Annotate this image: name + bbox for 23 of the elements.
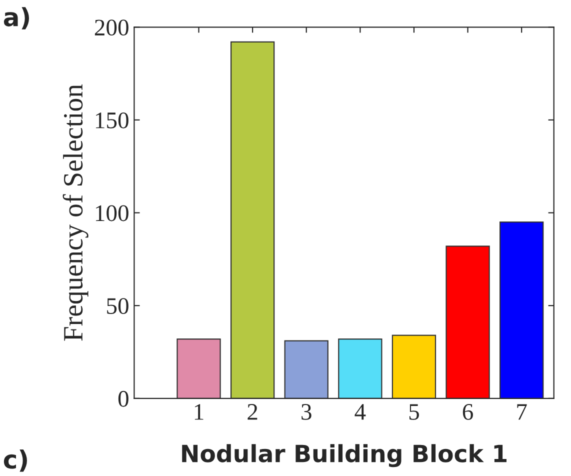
x-tick-label: 1 (194, 404, 204, 420)
x-tick-label: 6 (462, 404, 473, 420)
x-tick-label: 3 (302, 404, 312, 420)
y-tick-label: 150 (96, 112, 128, 128)
x-tick-label: 5 (409, 404, 419, 420)
bar (500, 222, 544, 398)
x-axis-title: Nodular Building Block 1 (182, 444, 506, 468)
bar (230, 41, 275, 398)
y-tick-label: 200 (94, 20, 128, 36)
bar (338, 338, 382, 398)
bar (446, 246, 490, 398)
text: a) (4, 7, 29, 30)
bar (284, 340, 328, 398)
x-tick-label: 7 (517, 404, 527, 420)
x-tick-label: 2 (248, 404, 258, 420)
y-tick-label: 0 (118, 390, 128, 407)
y-tick-label: 50 (107, 298, 128, 314)
bar (176, 338, 221, 398)
y-axis-title: Frequency of Selection (62, 84, 88, 341)
x-tick-label: 4 (354, 404, 366, 420)
y-tick-label: 100 (96, 205, 128, 222)
bar (392, 334, 436, 398)
text: c) (4, 449, 27, 472)
